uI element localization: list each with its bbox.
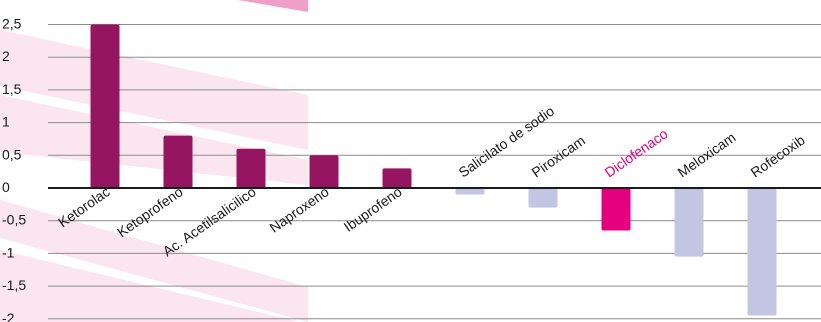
y-tick-label: 2,5 [2,16,22,32]
y-tick-label: 2 [2,48,10,64]
y-tick-label: -2 [2,310,15,322]
bar-diclofenaco [601,188,631,231]
bar-rofecoxib [747,188,777,316]
category-label: Rofecoxib [748,132,808,181]
category-label: Naproxeno [266,183,331,236]
bar-salicilato-de-sodio [455,188,485,195]
bars [90,24,777,316]
bar-ac-acetilsalicilico [236,148,266,188]
y-tick-label: 0,5 [2,146,22,162]
bar-meloxicam [674,188,704,257]
category-label: Piroxicam [529,132,589,180]
background-stripe [0,200,308,322]
bar-ketoprofeno [163,135,193,188]
category-label: Ketoprofeno [114,183,186,240]
category-label: Ibuprofeno [341,183,405,235]
background-stripe [0,95,308,185]
y-tick-label: -1 [2,244,15,260]
bar-ketorolac [90,24,120,188]
y-tick-label: 1,5 [2,81,22,97]
y-tick-label: -1,5 [2,277,26,293]
category-label: Meloxicam [675,129,739,180]
y-tick-label: 0 [2,179,10,195]
category-label: Diclofenaco [602,125,671,180]
bar-piroxicam [528,188,558,208]
y-tick-label: 1 [2,114,10,130]
corner-accent [238,0,308,12]
category-label: Ketorolac [55,183,113,230]
bar-ibuprofeno [382,168,412,188]
y-axis-ticks: 2,5 2 1,5 1 0,5 0 -0,5 -1 -1,5 -2 [2,16,26,322]
bar-naproxeno [309,155,339,188]
y-tick-label: -0,5 [2,212,26,228]
